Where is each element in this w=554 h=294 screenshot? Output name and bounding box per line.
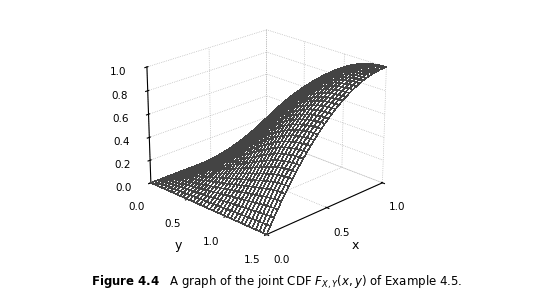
- Y-axis label: y: y: [175, 239, 182, 253]
- Text: $\mathbf{Figure\ 4.4}$   A graph of the joint CDF $F_{X,Y}(x, y)$ of Example 4.5: $\mathbf{Figure\ 4.4}$ A graph of the jo…: [91, 274, 463, 291]
- X-axis label: x: x: [351, 239, 359, 253]
